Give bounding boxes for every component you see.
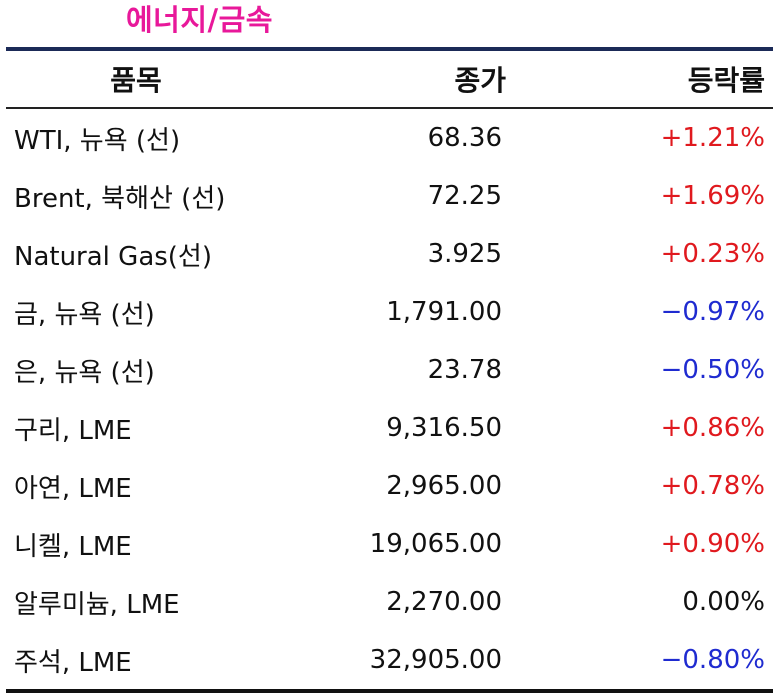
row-price: 2,965.00 (386, 471, 502, 501)
row-name: WTI, 뉴욕 (선) (14, 125, 181, 156)
row-change: +1.69% (660, 181, 765, 211)
table-row: 구리, LME 9,316.50 +0.86% (6, 399, 773, 457)
row-change: +1.21% (660, 123, 765, 153)
table-row: 은, 뉴욕 (선) 23.78 −0.50% (6, 341, 773, 399)
row-price: 68.36 (427, 123, 502, 153)
row-name: Natural Gas(선) (14, 241, 212, 272)
header-name: 품목 (110, 64, 162, 97)
section-title: 에너지/금속 (126, 3, 273, 37)
row-change: +0.90% (660, 529, 765, 559)
row-name: Brent, 북해산 (선) (14, 183, 226, 214)
table-row: Natural Gas(선) 3.925 +0.23% (6, 225, 773, 283)
row-name: 니켈, LME (14, 531, 132, 562)
row-change: +0.23% (660, 239, 765, 269)
row-price: 2,270.00 (386, 587, 502, 617)
row-price: 9,316.50 (386, 413, 502, 443)
row-name: 구리, LME (14, 415, 132, 446)
row-change: −0.97% (660, 297, 765, 327)
table-row: 알루미늄, LME 2,270.00 0.00% (6, 573, 773, 631)
header-change: 등락률 (687, 64, 765, 97)
table-row: 아연, LME 2,965.00 +0.78% (6, 457, 773, 515)
row-price: 23.78 (427, 355, 502, 385)
row-change: −0.80% (660, 645, 765, 675)
row-change: +0.86% (660, 413, 765, 443)
row-change: +0.78% (660, 471, 765, 501)
table-top-rule (6, 47, 773, 51)
table-header: 품목 종가 등락률 (6, 51, 773, 109)
table-bottom-rule (6, 689, 773, 693)
row-price: 3.925 (427, 239, 502, 269)
row-name: 아연, LME (14, 473, 132, 504)
table-row: 주석, LME 32,905.00 −0.80% (6, 631, 773, 689)
commodity-table: 품목 종가 등락률 WTI, 뉴욕 (선) 68.36 +1.21% Brent… (6, 47, 773, 693)
row-price: 19,065.00 (369, 529, 502, 559)
row-price: 32,905.00 (369, 645, 502, 675)
table-row: 니켈, LME 19,065.00 +0.90% (6, 515, 773, 573)
row-change: 0.00% (682, 587, 765, 617)
table-row: 금, 뉴욕 (선) 1,791.00 −0.97% (6, 283, 773, 341)
row-price: 1,791.00 (386, 297, 502, 327)
table-row: Brent, 북해산 (선) 72.25 +1.69% (6, 167, 773, 225)
row-name: 금, 뉴욕 (선) (14, 299, 155, 330)
row-price: 72.25 (427, 181, 502, 211)
row-name: 은, 뉴욕 (선) (14, 357, 155, 388)
table-row: WTI, 뉴욕 (선) 68.36 +1.21% (6, 109, 773, 167)
row-name: 주석, LME (14, 647, 132, 678)
row-name: 알루미늄, LME (14, 589, 180, 620)
header-price: 종가 (454, 64, 506, 97)
row-change: −0.50% (660, 355, 765, 385)
